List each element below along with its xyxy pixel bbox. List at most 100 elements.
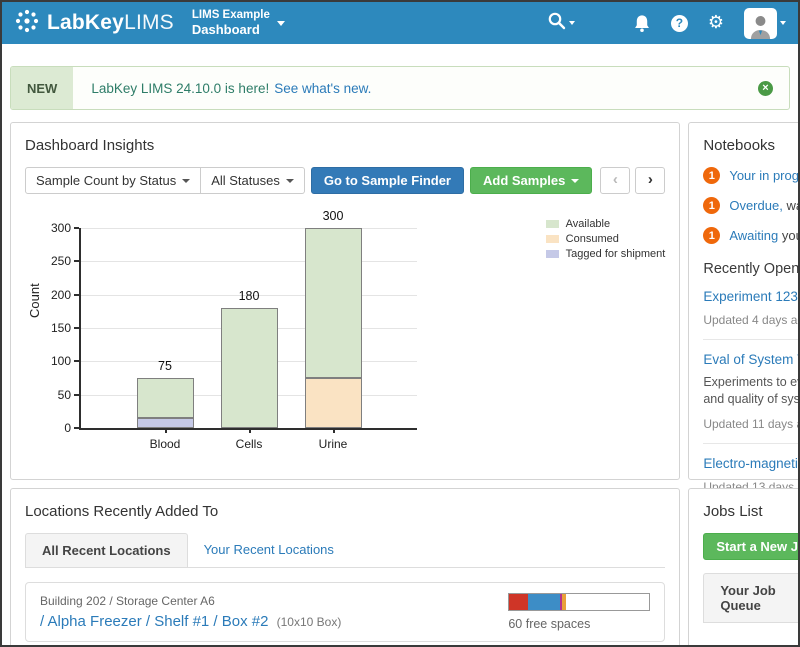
banner-message: LabKey LIMS 24.10.0 is here!	[91, 81, 269, 96]
notebooks-header: Notebooks Notebooks Home	[703, 137, 800, 154]
y-tick-label: 250	[51, 254, 71, 268]
notebook-link[interactable]: Experiment 123	[703, 289, 800, 304]
legend-item: Available	[546, 218, 666, 230]
project-page: Dashboard	[192, 22, 270, 38]
legend-label: Available	[566, 218, 610, 230]
x-tick-label: Urine	[319, 437, 348, 451]
sample-status-chart: Count 05010015020025030075Blood180Cells3…	[25, 210, 665, 462]
tab-your-job-queue[interactable]: Your Job Queue	[703, 573, 800, 622]
x-tick-mark	[249, 428, 251, 433]
status-filter-select[interactable]: All Statuses	[201, 167, 305, 194]
bar-value-label: 180	[239, 289, 260, 303]
bar-segment	[305, 228, 362, 378]
x-tick-mark	[165, 428, 167, 433]
location-capacity: 60 free spaces	[508, 593, 650, 631]
jobs-panel: Jobs List Workflow Home Start a New Job …	[688, 488, 800, 647]
y-tick-mark	[74, 327, 79, 329]
chart-plot: 05010015020025030075Blood180Cells300Urin…	[79, 228, 417, 430]
insights-title: Dashboard Insights	[25, 137, 665, 154]
chevron-down-icon	[286, 179, 294, 183]
sample-finder-button[interactable]: Go to Sample Finder	[311, 167, 464, 194]
notebook-updated: Updated 4 days ago	[703, 313, 800, 327]
chevron-down-icon	[569, 21, 575, 25]
legend-label: Consumed	[566, 233, 619, 245]
bar-segment	[137, 418, 194, 428]
y-tick-label: 100	[51, 354, 71, 368]
user-menu[interactable]	[744, 8, 786, 39]
tab-all-recent-locations[interactable]: All Recent Locations	[25, 533, 188, 567]
y-tick-mark	[74, 227, 79, 229]
chart-legend: Available Consumed Tagged for shipment	[546, 218, 666, 260]
y-tick-mark	[74, 394, 79, 396]
y-tick-mark	[74, 294, 79, 296]
notebook-link[interactable]: Eval of System Y	[703, 352, 800, 367]
y-tick-label: 0	[64, 421, 71, 435]
awaiting-review-link[interactable]: 1 Awaiting your review	[703, 227, 800, 244]
y-tick-mark	[74, 427, 79, 429]
location-paths: Building 202 / Storage Center A6 / Alpha…	[40, 594, 341, 630]
avatar	[744, 8, 777, 39]
legend-swatch	[546, 220, 559, 228]
recently-opened-heading: Recently Opened	[703, 261, 800, 277]
locations-tabs: All Recent Locations Your Recent Locatio…	[25, 533, 665, 568]
bar-value-label: 75	[158, 359, 172, 373]
bar-segment	[221, 308, 278, 428]
brand-logo[interactable]: LabKeyLIMS	[14, 8, 174, 39]
start-new-job-button[interactable]: Start a New Job	[703, 533, 800, 560]
location-parent-path: Building 202 / Storage Center A6	[40, 594, 341, 608]
apps-grid-icon[interactable]	[595, 14, 613, 32]
locations-panel: Locations Recently Added To All Recent L…	[10, 488, 680, 647]
tab-your-recent-locations[interactable]: Your Recent Locations	[188, 533, 350, 567]
insights-panel: Dashboard Insights Sample Count by Statu…	[10, 122, 680, 480]
next-chart-button[interactable]: ›	[635, 167, 665, 194]
whats-new-link[interactable]: See what's new.	[274, 81, 371, 96]
y-tick-label: 150	[51, 321, 71, 335]
notebooks-panel: Notebooks Notebooks Home 1 Your in progr…	[688, 122, 800, 480]
close-icon[interactable]: ×	[758, 81, 773, 96]
notifications-bell-icon[interactable]	[633, 14, 651, 33]
chevron-down-icon	[277, 21, 285, 26]
navbar: LabKeyLIMS LIMS Example Dashboard ? ⚙	[2, 2, 798, 44]
page: LabKeyLIMS LIMS Example Dashboard ? ⚙	[0, 0, 800, 647]
locations-title: Locations Recently Added To	[25, 503, 665, 520]
chart-type-select[interactable]: Sample Count by Status	[25, 167, 201, 194]
y-tick-mark	[74, 260, 79, 262]
new-badge: NEW	[11, 67, 73, 109]
dashboard-content: Dashboard Insights Sample Count by Statu…	[2, 110, 798, 647]
gridline	[81, 261, 417, 262]
jobs-header: Jobs List Workflow Home	[703, 503, 800, 520]
brand-text: LabKeyLIMS	[47, 11, 174, 35]
notebook-link[interactable]: Electro-magnetic Notebook	[703, 456, 800, 471]
legend-swatch	[546, 250, 559, 258]
count-badge: 1	[703, 167, 720, 184]
capacity-segment	[509, 594, 527, 610]
project-name: LIMS Example	[192, 8, 270, 22]
bar-value-label: 300	[323, 209, 344, 223]
search-menu[interactable]	[547, 11, 575, 35]
capacity-segment	[562, 594, 566, 610]
gear-icon[interactable]: ⚙	[708, 14, 724, 32]
project-menu[interactable]: LIMS Example Dashboard	[192, 8, 285, 39]
list-item: Eval of System Y Experiments to evaluate…	[703, 340, 800, 444]
in-progress-notebooks-link[interactable]: 1 Your in progress notebooks	[703, 167, 800, 184]
priority-filter-row: Priority Level: All	[703, 640, 800, 647]
chevron-down-icon	[182, 179, 190, 183]
list-item: Experiment 123 Updated 4 days ago	[703, 277, 800, 340]
search-icon	[547, 11, 566, 35]
prev-chart-button[interactable]: ‹	[600, 167, 630, 194]
notebooks-title: Notebooks	[703, 137, 775, 154]
legend-label: Tagged for shipment	[566, 248, 666, 260]
count-badge: 1	[703, 227, 720, 244]
overdue-notebooks-link[interactable]: 1 Overdue, waiting for you	[703, 197, 800, 214]
legend-item: Consumed	[546, 233, 666, 245]
add-samples-button[interactable]: Add Samples	[470, 167, 592, 194]
location-link[interactable]: / Alpha Freezer / Shelf #1 / Box #2	[40, 613, 268, 630]
count-badge: 1	[703, 197, 720, 214]
bar-segment	[137, 378, 194, 418]
help-icon[interactable]: ?	[671, 15, 688, 32]
insights-controls: Sample Count by Status All Statuses Go t…	[25, 167, 665, 194]
jobs-title: Jobs List	[703, 503, 762, 520]
y-tick-mark	[74, 360, 79, 362]
y-tick-label: 200	[51, 288, 71, 302]
brand-light: LIMS	[124, 11, 174, 34]
